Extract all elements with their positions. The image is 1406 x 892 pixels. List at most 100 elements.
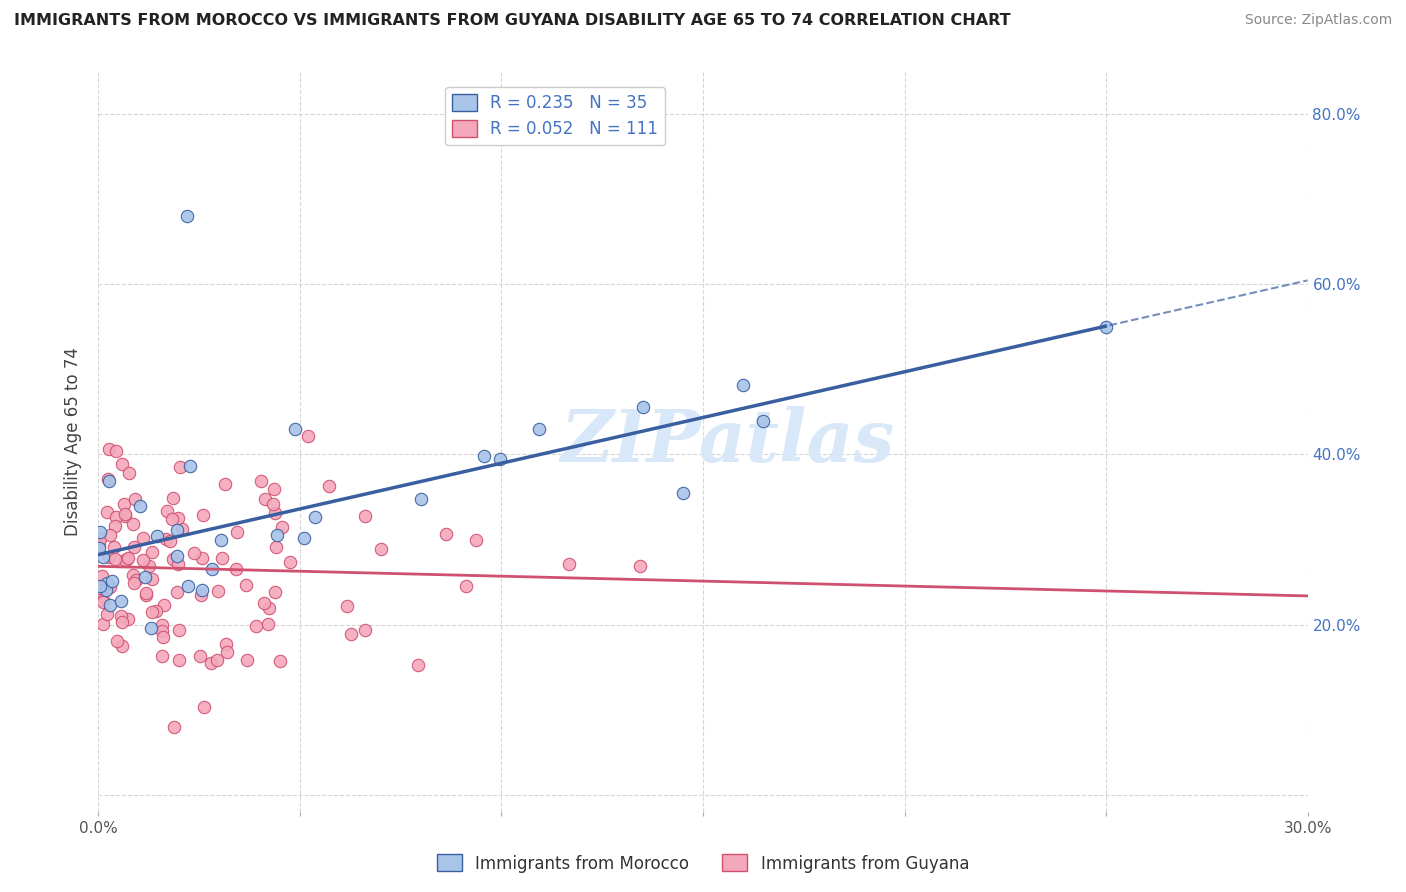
Point (98, 598, 121, 612)
Point (214, 477, 236, 491)
Point (406, 657, 429, 672)
Point (354, 509, 377, 524)
Point (270, 520, 292, 534)
Point (191, 550, 214, 565)
Point (263, 482, 285, 496)
Point (215, 645, 238, 659)
Point (114, 507, 136, 521)
Point (370, 542, 392, 557)
Point (152, 598, 174, 612)
Point (114, 508, 136, 523)
Point (122, 540, 145, 554)
Point (104, 518, 127, 533)
Point (160, 511, 183, 525)
Point (146, 529, 169, 543)
Y-axis label: Disability Age 65 to 74: Disability Age 65 to 74 (65, 347, 83, 536)
Point (97, 580, 120, 594)
Point (125, 573, 148, 587)
Point (128, 499, 150, 513)
Point (454, 579, 477, 593)
Point (122, 568, 145, 582)
Point (752, 414, 775, 428)
Point (87, 539, 110, 553)
Point (225, 562, 247, 576)
Point (97, 474, 120, 488)
Point (631, 400, 654, 414)
Point (280, 555, 302, 569)
Point (169, 460, 191, 475)
Point (87, 581, 110, 595)
Point (172, 522, 194, 536)
Point (162, 552, 184, 566)
Point (235, 653, 257, 667)
Point (114, 553, 136, 567)
Point (191, 582, 214, 597)
Point (110, 615, 132, 630)
Point (264, 506, 287, 520)
Point (257, 601, 280, 615)
Point (89, 579, 111, 593)
Point (340, 627, 363, 641)
Point (97, 550, 120, 565)
Point (245, 618, 267, 632)
Point (672, 486, 695, 500)
Point (215, 637, 238, 651)
Point (253, 596, 276, 610)
Point (122, 575, 145, 590)
Point (131, 552, 153, 566)
Point (134, 570, 156, 584)
Point (250, 474, 273, 488)
Point (169, 653, 191, 667)
Point (96, 607, 118, 621)
Point (264, 585, 287, 599)
Point (733, 378, 755, 392)
Point (112, 498, 135, 512)
Point (115, 551, 138, 566)
Point (235, 578, 257, 592)
Point (256, 617, 278, 632)
Point (434, 526, 457, 541)
Point (100, 574, 122, 588)
Text: ZIPatlas: ZIPatlas (560, 406, 894, 477)
Point (98, 442, 121, 456)
Point (166, 523, 188, 537)
Point (139, 621, 162, 635)
Point (122, 516, 145, 531)
Point (191, 508, 214, 523)
Point (150, 648, 173, 663)
Point (87, 541, 110, 555)
Point (96, 505, 118, 519)
Point (558, 557, 581, 571)
Point (292, 532, 315, 546)
Point (117, 612, 139, 626)
Point (527, 422, 550, 436)
Point (166, 549, 188, 563)
Point (89, 525, 111, 540)
Point (97, 472, 120, 486)
Point (90, 568, 112, 582)
Point (117, 551, 139, 566)
Point (135, 585, 157, 599)
Point (207, 584, 229, 599)
Point (163, 720, 186, 734)
Point (135, 588, 157, 602)
Point (104, 509, 127, 524)
Point (336, 599, 359, 613)
Point (193, 700, 215, 714)
Point (91, 617, 114, 632)
Point (167, 511, 190, 525)
Point (318, 479, 340, 493)
Point (297, 429, 319, 443)
Text: Source: ZipAtlas.com: Source: ZipAtlas.com (1244, 13, 1392, 28)
Point (269, 654, 291, 668)
Point (152, 618, 174, 632)
Legend: Immigrants from Morocco, Immigrants from Guyana: Immigrants from Morocco, Immigrants from… (430, 847, 976, 880)
Point (105, 444, 128, 458)
Point (91, 593, 114, 607)
Point (190, 589, 212, 603)
Point (211, 550, 233, 565)
Point (145, 604, 167, 618)
Point (94, 583, 117, 598)
Point (131, 531, 153, 545)
Point (98, 528, 121, 542)
